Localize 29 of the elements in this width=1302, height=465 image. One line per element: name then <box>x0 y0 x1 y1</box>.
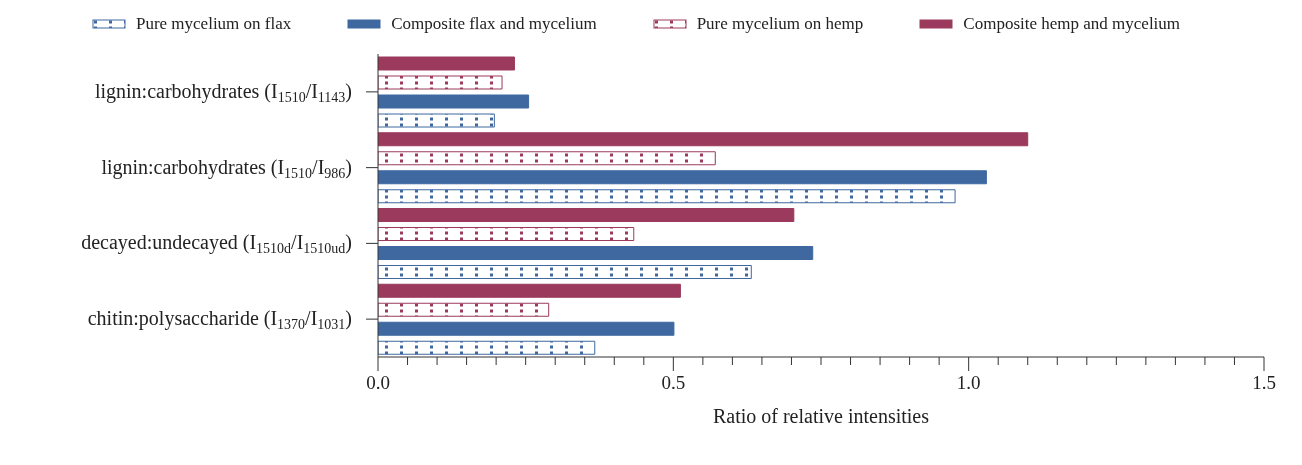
x-tick-label: 0.0 <box>366 372 390 393</box>
bar <box>378 56 515 71</box>
bar <box>378 246 814 260</box>
y-tick-label: lignin:carbohydrates (I$_{1510}$/I$_{986}$) <box>101 155 352 181</box>
bar <box>378 189 956 204</box>
legend-label: Pure mycelium on flax <box>135 14 292 34</box>
legend-label: Composite flax and mycelium <box>391 14 597 34</box>
bar <box>378 265 752 279</box>
x-axis-title: Ratio of relative intensities <box>712 405 930 427</box>
legend-label: Composite hemp and mycelium <box>963 14 1181 34</box>
bar <box>378 227 635 241</box>
bar <box>378 321 675 336</box>
bar <box>378 302 550 317</box>
x-tick-label: 0.5 <box>661 372 686 393</box>
y-tick-label: chitin:polysaccharide (I$_{1370}$/I$_{1031}$) <box>87 307 352 333</box>
bar <box>378 283 681 298</box>
y-tick-label: lignin:carbohydrates (I$_{1510}$/I$_{1143}$) <box>94 79 352 106</box>
x-tick-label: 1.0 <box>956 372 981 393</box>
bar <box>378 75 503 90</box>
bar <box>378 340 596 355</box>
bar <box>378 94 530 109</box>
y-tick-label: decayed:undecayed (I$_{1510d}$/I$_{1510ud}$) <box>81 231 352 257</box>
bar <box>378 132 1029 147</box>
bar <box>378 113 495 128</box>
x-tick-label: 1.5 <box>1252 372 1276 393</box>
bar <box>378 170 987 185</box>
legend-label: Pure mycelium on hemp <box>696 14 864 34</box>
bar <box>378 151 716 166</box>
bar <box>378 208 795 222</box>
